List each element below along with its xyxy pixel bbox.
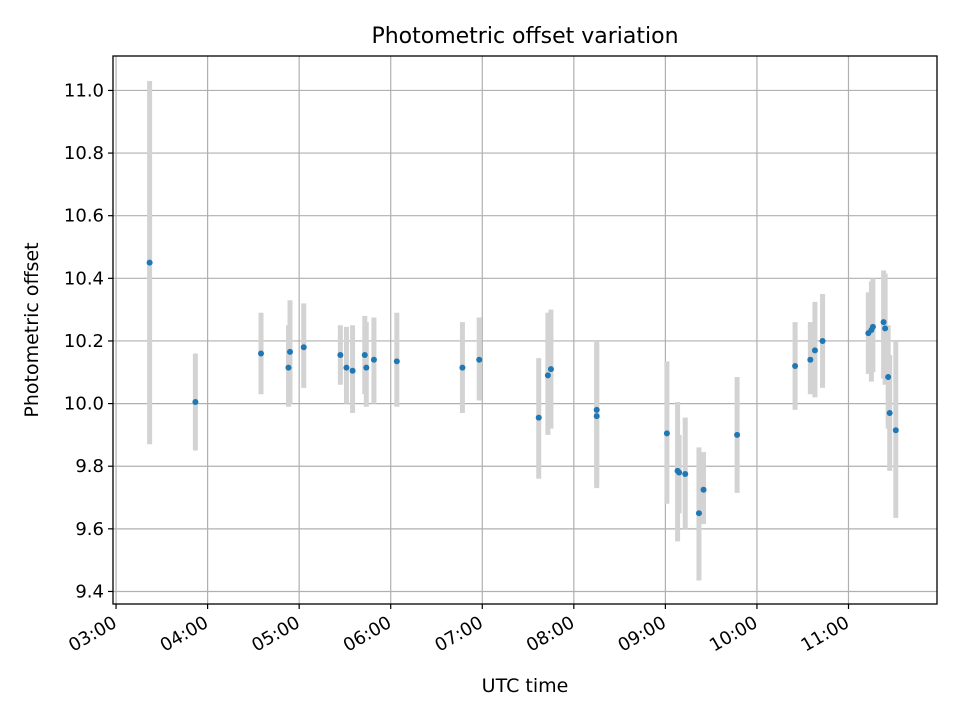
data-point <box>393 358 400 365</box>
data-point <box>459 364 466 371</box>
data-point <box>882 325 889 332</box>
data-point <box>544 372 551 379</box>
data-point <box>285 364 292 371</box>
data-point <box>349 367 356 374</box>
y-tick-label: 10.8 <box>64 143 104 164</box>
data-point <box>811 347 818 354</box>
x-axis-label: UTC time <box>482 675 569 697</box>
data-point <box>792 363 799 370</box>
chart-title: Photometric offset variation <box>371 24 678 49</box>
data-point <box>258 350 265 357</box>
data-point <box>663 430 670 437</box>
y-tick-label: 11.0 <box>64 80 104 101</box>
data-point <box>363 364 370 371</box>
data-point <box>535 414 542 421</box>
data-point <box>885 373 892 380</box>
data-point <box>547 366 554 373</box>
data-point <box>700 486 707 493</box>
data-point <box>476 356 483 363</box>
data-point <box>886 409 893 416</box>
y-tick-label: 10.4 <box>64 268 104 289</box>
data-point <box>146 259 153 266</box>
data-point <box>343 364 350 371</box>
data-point <box>370 356 377 363</box>
data-point <box>682 471 689 478</box>
y-tick-label: 10.0 <box>64 394 104 415</box>
data-point <box>593 413 600 420</box>
data-point <box>734 431 741 438</box>
data-point <box>337 352 344 359</box>
plot-frame <box>112 55 938 605</box>
data-point <box>300 344 307 351</box>
y-tick-label: 9.4 <box>75 581 104 602</box>
data-point <box>695 510 702 517</box>
data-point <box>869 323 876 330</box>
data-point <box>807 356 814 363</box>
data-point <box>892 427 899 434</box>
y-tick-label: 9.6 <box>75 519 104 540</box>
grid <box>113 56 937 604</box>
data-point <box>287 348 294 355</box>
y-tick-label: 10.6 <box>64 206 104 227</box>
y-tick-label: 10.2 <box>64 331 104 352</box>
data-point <box>361 352 368 359</box>
data-point <box>593 406 600 413</box>
data-point <box>676 469 683 476</box>
data-point <box>880 319 887 326</box>
data-point <box>192 399 199 406</box>
y-tick-label: 9.8 <box>75 456 104 477</box>
data-points <box>146 259 899 517</box>
y-axis-label: Photometric offset <box>21 242 43 417</box>
data-point <box>819 337 826 344</box>
